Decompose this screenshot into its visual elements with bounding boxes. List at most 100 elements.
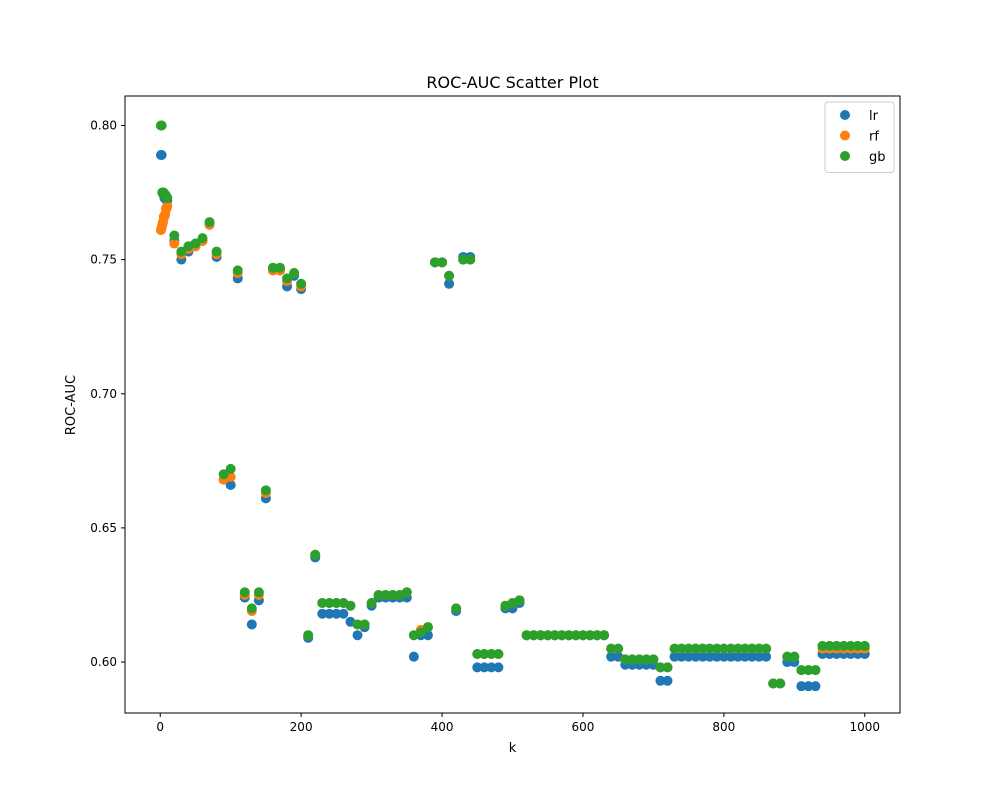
legend: lr rf gb [824,101,895,173]
legend-marker-lr [840,110,850,120]
legend-label-lr: lr [869,109,879,124]
point-gb [740,643,750,654]
point-gb [352,619,363,630]
point-gb [156,120,167,131]
point-lr [669,651,680,662]
point-gb [190,238,201,249]
point-gb [197,233,208,244]
point-lr [479,662,490,673]
point-gb [479,648,490,659]
point-gb [415,627,426,638]
point-gb [782,651,793,662]
point-gb [465,254,476,265]
point-gb [556,630,567,641]
point-lr [662,675,673,686]
point-gb [451,603,462,614]
point-gb [824,640,835,651]
point-gb [289,268,300,279]
point-lr [747,651,758,662]
point-lr [796,681,807,692]
chart-title: ROC-AUC Scatter Plot [426,73,598,92]
x-tick-label: 1000 [849,720,880,734]
point-lr [704,651,715,662]
point-gb [239,587,250,598]
x-tick-label: 0 [156,720,164,734]
point-gb [803,665,814,676]
series-lr [155,150,870,692]
point-lr [697,651,708,662]
point-gb [859,640,870,651]
point-gb [613,643,624,654]
point-lr [761,651,772,662]
point-rf [169,238,180,249]
y-tick-label: 0.75 [90,253,117,267]
x-tick-label: 400 [431,720,454,734]
point-gb [676,643,687,654]
point-gb [472,648,483,659]
point-gb [211,246,222,257]
point-gb [422,622,433,633]
point-gb [282,273,293,284]
point-gb [380,589,391,600]
point-gb [704,643,715,654]
point-lr [352,630,363,641]
point-gb [592,630,603,641]
point-gb [458,254,469,265]
point-lr [725,651,736,662]
y-axis: 0.60 0.65 0.70 0.75 0.80 [90,119,125,669]
point-gb [838,640,849,651]
point-lr [810,681,821,692]
point-gb [253,587,264,598]
point-gb [401,587,412,598]
point-gb [775,678,786,689]
point-lr [472,662,483,673]
point-gb [310,549,321,560]
point-gb [796,665,807,676]
point-gb [655,662,666,673]
point-gb [634,654,645,665]
point-gb [570,630,581,641]
point-gb [641,654,652,665]
point-gb [275,262,285,273]
point-gb [549,630,560,641]
point-lr [740,651,750,662]
data-points [155,120,870,692]
point-lr [683,651,694,662]
point-gb [444,270,455,281]
point-gb [711,643,722,654]
point-gb [521,630,532,641]
point-gb [387,589,398,600]
point-gb [585,630,595,641]
point-gb [732,643,743,654]
point-gb [817,640,828,651]
point-gb [345,600,356,611]
point-lr [690,651,701,662]
point-gb [599,630,610,641]
point-gb [225,463,236,474]
point-gb [683,643,694,654]
series-rf [155,200,870,689]
point-gb [725,643,736,654]
legend-label-gb: gb [869,150,886,165]
point-gb [606,643,617,654]
point-lr [225,479,236,490]
point-lr [803,681,814,692]
point-gb [718,643,729,654]
point-gb [331,598,342,609]
point-gb [761,643,772,654]
legend-marker-rf [840,130,850,141]
point-gb [232,265,243,276]
legend-marker-gb [840,151,850,161]
point-gb [627,654,638,665]
point-gb [246,603,257,614]
y-tick-label: 0.70 [90,387,117,401]
plot-area-frame [124,95,901,714]
point-gb [662,662,673,673]
point-lr [486,662,497,673]
y-tick-label: 0.65 [90,521,117,535]
point-gb [486,648,497,659]
legend-label-rf: rf [869,130,879,145]
y-axis-label: ROC-AUC [64,375,79,435]
point-gb [810,665,821,676]
